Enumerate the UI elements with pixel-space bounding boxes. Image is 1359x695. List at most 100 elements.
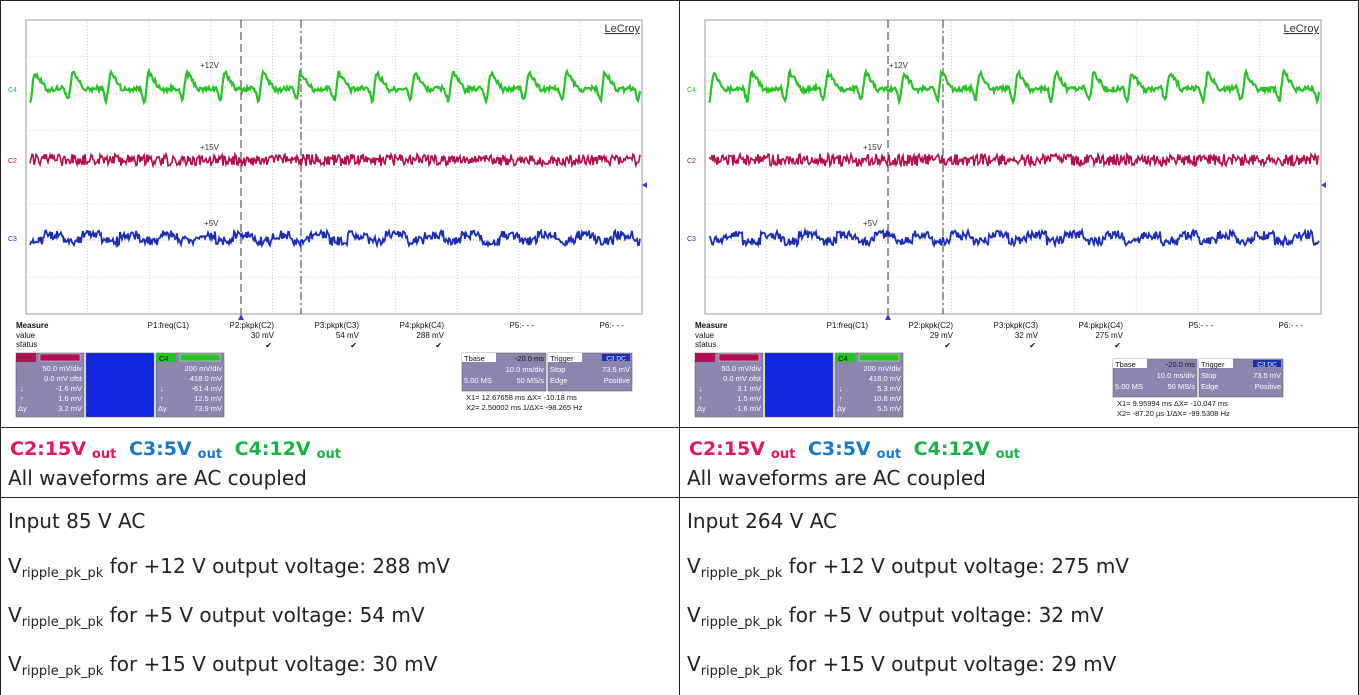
trigger-slope: Positive	[604, 376, 630, 385]
measure-row-status: status	[16, 340, 37, 349]
c2-tab	[695, 353, 715, 362]
level-marker-15v: +15V	[863, 143, 883, 152]
c4-readout: 200 mV/div	[184, 364, 222, 373]
measure-param-6: P6:- - -	[1279, 321, 1304, 330]
measure-value-p2: 29 mV	[930, 331, 954, 340]
c4-readout: 5.5 mV	[877, 404, 901, 413]
level-marker-12v: +12V	[889, 61, 909, 70]
scope-cell-264vac: LeCroy C4 +12V C2 +15V C3 +5V Measure value statu…	[679, 0, 1359, 427]
down-arrow-icon: ↓	[699, 384, 703, 393]
c4-readout: 418.0 mV	[869, 374, 901, 383]
ripple-line-5v: Vripple_pk_pk for +5 V output voltage: 3…	[687, 603, 1104, 630]
trigger-code: C3 DC	[606, 356, 626, 363]
cursor-readout-x2: X2= 2.50002 ms 1/ΔX= -98.265 Hz	[466, 403, 583, 412]
c4-label: C4	[159, 354, 169, 363]
c4-readout: 10.8 mV	[873, 394, 901, 403]
brand-label: LeCroy	[1284, 23, 1320, 35]
c2-badge	[39, 353, 81, 362]
results-cell-264vac: Input 264 V AC Vripple_pk_pk for +12 V o…	[679, 497, 1359, 695]
channel-tag-c4: C4	[687, 87, 696, 94]
timebase-tab	[462, 353, 496, 362]
status-check-icon: ✔	[944, 341, 951, 350]
trace-c2	[29, 151, 641, 169]
sample-rate: 50 MS/s	[1167, 382, 1195, 391]
cursor-readout-x1: X1= 12.67658 ms ΔX= -10.18 ms	[466, 393, 577, 402]
delta-y-label: Δy	[158, 404, 167, 413]
level-marker-15v: +15V	[200, 143, 220, 152]
trigger-tab	[548, 353, 582, 362]
trigger-level: 73.5 mV	[1253, 371, 1281, 380]
results-row: Input 85 V AC Vripple_pk_pk for +12 V ou…	[0, 497, 1359, 695]
channel-tag-c4: C4	[8, 87, 17, 94]
channel-tag-c3: C3	[8, 236, 17, 243]
c2-readout: 50.0 mV/div	[42, 364, 82, 373]
c4-tab	[835, 353, 855, 362]
legend-c3: C3:5V out	[807, 438, 902, 462]
down-arrow-icon: ↓	[839, 384, 843, 393]
trace-c3	[708, 227, 1320, 249]
down-arrow-icon: ↓	[160, 384, 164, 393]
up-arrow-icon: ↑	[160, 394, 164, 403]
oscilloscope-capture-85vac: LeCroy C4 +12V C2 +15V C3 +5V Measurevaluestatu…	[4, 4, 672, 422]
legend-c2: C2:15V out	[10, 438, 117, 462]
measure-value-p4: 288 mV	[416, 331, 444, 340]
measure-value-p3: 32 mV	[1015, 331, 1039, 340]
measure-param-5: P5:- - -	[510, 321, 535, 330]
c2-info-box	[694, 352, 764, 418]
delta-y-label: Δy	[837, 404, 846, 413]
measure-param-4: P4:pkpk(C4)	[400, 321, 445, 330]
c2-badge	[718, 353, 760, 362]
c2-readout: 0.0 mV ofst	[44, 374, 83, 383]
trigger-slope: Positive	[1255, 382, 1281, 391]
input-voltage: Input 264 V AC	[687, 509, 838, 533]
measure-label: Measure	[16, 321, 49, 330]
measure-param-6: P6:- - -	[600, 321, 625, 330]
status-check-icon: ✔	[350, 341, 357, 350]
channel-tag-c3: C3	[687, 236, 696, 243]
measure-param-2: P2:pkpk(C2)	[230, 321, 275, 330]
down-arrow-icon: ↓	[20, 384, 24, 393]
cursor-readout-x1: X1= 9.95994 ms ΔX= -10.047 ms	[1117, 399, 1228, 408]
legend-row: C2:15V out C3:5V out C4:12V out All wavefor…	[0, 427, 1359, 497]
up-arrow-icon: ↑	[699, 394, 703, 403]
trigger-tab	[1199, 359, 1233, 368]
measure-param-5: P5:- - -	[1189, 321, 1214, 330]
trace-c3	[29, 227, 641, 249]
c2-readout: 1.5 mV	[737, 394, 761, 403]
trigger-code: C3 DC	[1257, 362, 1277, 369]
c3-info-box	[85, 352, 155, 418]
measure-param-2: P2:pkpk(C2)	[909, 321, 954, 330]
measure-value-p4: 275 mV	[1095, 331, 1123, 340]
c2-readout: -1.6 mV	[56, 384, 82, 393]
ripple-line-15v: Vripple_pk_pk for +15 V output voltage: …	[8, 652, 438, 679]
cursor-readout-x2: X2= -87.20 µs 1/ΔX= -99.5308 Hz	[1117, 409, 1230, 418]
sample-count: 5.00 MS	[1115, 382, 1143, 391]
c4-info-box	[155, 352, 225, 418]
brand-label: LeCroy	[605, 23, 641, 35]
c2-readout: 50.0 mV/div	[721, 364, 761, 373]
timebase-value: -20.0 ms	[1166, 360, 1195, 369]
delta-y-label: Δy	[18, 404, 27, 413]
oscilloscope-capture-264vac: LeCroy C4 +12V C2 +15V C3 +5V Measurevaluestatu…	[683, 4, 1351, 422]
ripple-line-15v: Vripple_pk_pk for +15 V output voltage: …	[687, 652, 1117, 679]
trigger-mode: Stop	[1201, 371, 1216, 380]
legend-c4: C4:12V out	[234, 438, 341, 462]
timebase-value: -20.0 ms	[515, 354, 544, 363]
c4-readout: 5.3 mV	[877, 384, 901, 393]
timebase-tab	[1113, 359, 1147, 368]
c4-readout: -61.4 mV	[192, 384, 222, 393]
table-border	[0, 0, 1359, 1]
c2-readout: 0.0 mV ofst	[723, 374, 762, 383]
trigger-level: 73.5 mV	[602, 365, 630, 374]
results-cell-85vac: Input 85 V AC Vripple_pk_pk for +12 V ou…	[0, 497, 679, 695]
trace-c4	[28, 67, 642, 106]
channel-legend: C2:15V out C3:5V out C4:12V out	[689, 438, 1026, 462]
measure-row-value: value	[695, 331, 715, 340]
trigger-marker	[238, 314, 244, 320]
c2-readout: -1.6 mV	[735, 404, 761, 413]
trace-c2	[708, 151, 1320, 169]
c2-readout: 1.6 mV	[58, 394, 82, 403]
row-divider	[0, 497, 1359, 498]
measure-value-p2: 30 mV	[251, 331, 275, 340]
channel-tag-c2: C2	[8, 158, 17, 165]
